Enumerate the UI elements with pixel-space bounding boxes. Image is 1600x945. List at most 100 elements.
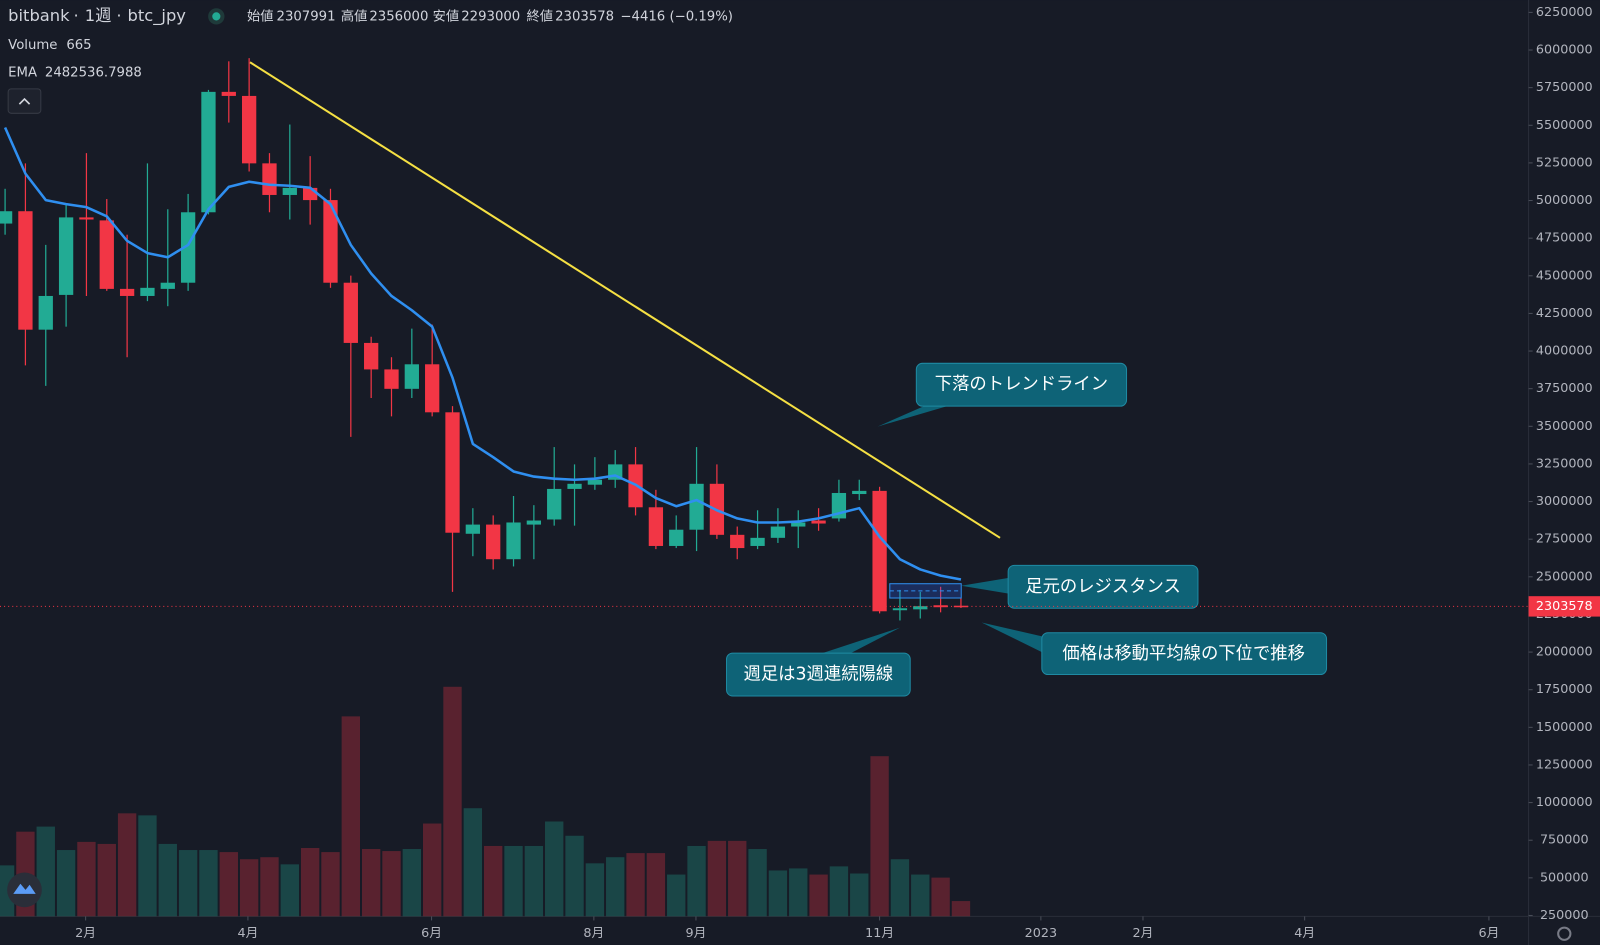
volume-bar: [585, 863, 605, 917]
y-tick-label: 3750000: [1536, 381, 1593, 396]
volume-bar: [667, 874, 686, 917]
candle-body: [465, 524, 480, 534]
candle-body: [669, 529, 684, 546]
y-tick-label: 5750000: [1536, 80, 1593, 95]
candle-body: [750, 537, 765, 546]
volume-bar: [484, 845, 503, 917]
volume-label: Volume: [8, 38, 57, 53]
candle-body: [262, 163, 277, 195]
volume-bar: [422, 823, 442, 917]
candle-body: [648, 507, 664, 546]
callout-box: [726, 652, 911, 697]
close-label: 終値: [527, 8, 554, 24]
callout-text: 足元のレジスタンス: [1025, 577, 1181, 597]
candle-body: [913, 606, 928, 610]
ema-value: 2482536.7988: [45, 66, 142, 81]
trend-line: [249, 61, 1001, 539]
volume-bar: [341, 716, 361, 917]
settings-icon[interactable]: [1557, 926, 1572, 941]
volume-bar: [524, 845, 544, 917]
volume-bar: [0, 865, 15, 917]
x-tick-label: 2月: [75, 926, 96, 941]
volume-bar: [239, 859, 259, 917]
volume-bar: [463, 808, 483, 917]
x-tick-label: 6月: [1478, 926, 1499, 941]
low-value: 2293000: [461, 9, 520, 24]
candle-body: [486, 524, 501, 560]
candle-body: [221, 91, 236, 96]
candle-body: [425, 364, 440, 413]
callout: 下落のトレンドライン: [877, 362, 1128, 427]
volume-bar: [789, 868, 808, 917]
x-tick-label: 4月: [237, 926, 258, 941]
close-value: 2303578: [555, 9, 614, 24]
candle-body: [140, 287, 155, 296]
symbol: btc_jpy: [128, 6, 187, 26]
volume-bar: [117, 813, 137, 917]
callout-tail: [877, 404, 955, 427]
candle-body: [119, 288, 135, 296]
volume-value: 665: [66, 38, 91, 53]
volume-bar: [687, 845, 706, 917]
x-tick-label: 2023: [1025, 926, 1057, 941]
volume-bar: [97, 843, 116, 917]
collapse-button[interactable]: [7, 88, 42, 114]
candle-body: [730, 534, 745, 549]
callout: 足元のレジスタンス: [961, 564, 1199, 609]
ema-line: [3, 127, 962, 581]
high-label: 高値: [341, 7, 368, 24]
y-tick-label: 3500000: [1536, 419, 1593, 434]
candle-body: [404, 364, 419, 389]
x-tick-label: 6月: [421, 926, 442, 941]
callout-text: 価格は移動平均線の下位で推移: [1062, 644, 1305, 664]
candle-body: [852, 490, 867, 495]
y-tick-label: 500000: [1540, 870, 1589, 885]
last-price-box: [1528, 596, 1600, 617]
candle-body: [58, 217, 74, 295]
candle-body: [526, 520, 542, 525]
callout-box: [1041, 632, 1328, 676]
candle-body: [933, 605, 948, 608]
x-tick-label: 9月: [686, 926, 707, 941]
volume-bar: [646, 853, 666, 917]
volume-bar: [829, 866, 849, 917]
y-tick-label: 1500000: [1536, 720, 1593, 735]
volume-bar: [382, 851, 401, 917]
volume-bar: [606, 857, 625, 917]
callout-box: [1007, 564, 1199, 609]
volume-bar: [158, 843, 177, 917]
candle-body: [180, 212, 196, 283]
separator: ·: [73, 6, 78, 25]
y-tick-label: 4000000: [1536, 344, 1593, 359]
y-tick-label: 4250000: [1536, 306, 1593, 321]
volume-bar: [545, 821, 564, 917]
volume-bar: [626, 853, 645, 917]
candle-body: [445, 412, 460, 533]
volume-bar: [280, 864, 299, 917]
volume-bar: [260, 857, 279, 917]
y-tick-label: 5500000: [1536, 118, 1593, 133]
y-tick-label: 1250000: [1536, 757, 1593, 772]
volume-bar: [911, 874, 930, 917]
candle-body: [872, 490, 887, 612]
volume-bar: [809, 874, 828, 917]
volume-bar: [768, 870, 788, 917]
status-dot: [212, 12, 221, 21]
callout-text: 週足は3週連続陽線: [744, 665, 894, 685]
y-tick-label: 5250000: [1536, 155, 1593, 170]
candle-body: [160, 282, 175, 289]
volume-bar: [443, 686, 462, 917]
candle-body: [99, 220, 114, 289]
x-tick-label: 4月: [1294, 926, 1315, 941]
x-tick-label: 11月: [865, 926, 894, 941]
x-tick-label: 8月: [583, 926, 604, 941]
callout-box: [915, 362, 1128, 407]
volume-bar: [77, 841, 96, 917]
volume-bar: [748, 849, 767, 917]
y-tick-label: 1750000: [1536, 682, 1593, 697]
change-value: −4416 (−0.19%): [620, 9, 733, 24]
separator: ·: [116, 6, 121, 25]
candle-body: [323, 200, 338, 283]
candle-body: [364, 342, 379, 370]
